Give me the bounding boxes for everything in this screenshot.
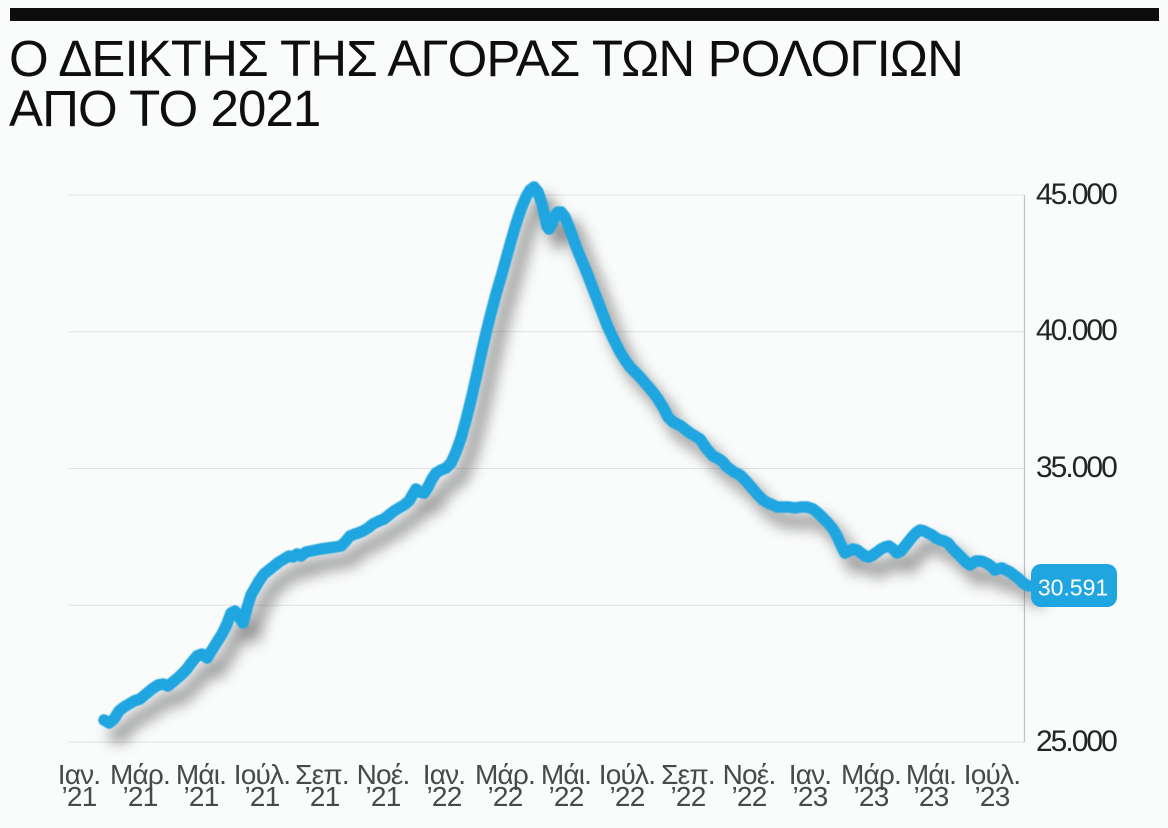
svg-text:30.591: 30.591 <box>1038 575 1108 601</box>
